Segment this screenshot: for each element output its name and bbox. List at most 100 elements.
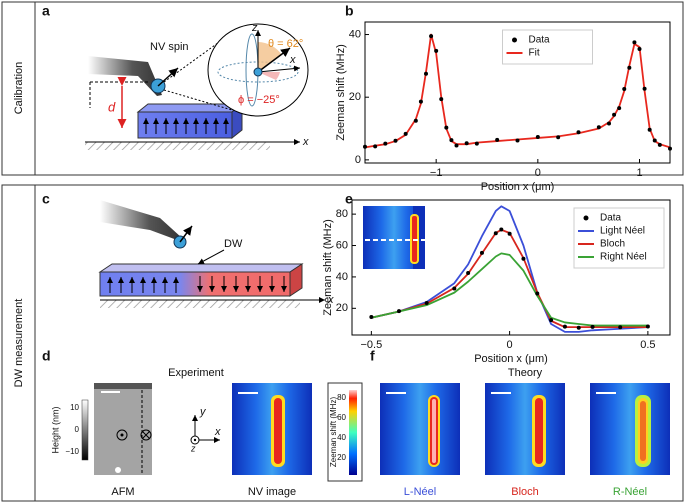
- panel-label: a: [42, 3, 50, 19]
- y-tick-label: 40: [336, 271, 348, 283]
- data-point: [424, 71, 428, 76]
- data-point: [618, 325, 623, 330]
- data-point: [647, 127, 652, 132]
- distance-label: d: [108, 99, 116, 114]
- data-point: [637, 46, 642, 51]
- nv-label: NV spin: [150, 41, 189, 53]
- data-point: [632, 40, 637, 45]
- data-point: [397, 309, 402, 314]
- data-point: [479, 250, 484, 255]
- plot-frame: [364, 21, 671, 164]
- legend-marker: [583, 215, 589, 221]
- data-point: [549, 318, 554, 323]
- theory-image: [590, 383, 670, 475]
- angle-label: ϕ = −25°: [238, 94, 280, 106]
- data-point: [418, 99, 423, 104]
- theory-image: [485, 383, 565, 475]
- section-frame: [1, 1, 684, 176]
- data-point: [612, 112, 617, 117]
- panel-label: c: [42, 191, 50, 207]
- axis-label: y: [199, 406, 207, 418]
- data-point: [393, 138, 398, 143]
- data-point: [590, 324, 595, 329]
- series-line: [371, 205, 648, 333]
- data-point: [627, 65, 632, 70]
- data-point: [617, 106, 622, 111]
- data-point: [668, 146, 672, 151]
- data-point: [507, 231, 512, 236]
- y-tick-label: 20: [349, 91, 361, 103]
- data-point: [369, 314, 374, 319]
- data-point: [657, 142, 662, 147]
- plot-frame: [351, 199, 671, 336]
- legend-label: Bloch: [600, 239, 625, 250]
- nv-image: [232, 383, 312, 475]
- panel-label: d: [42, 348, 51, 364]
- axis-label: x: [302, 136, 309, 148]
- data-point: [645, 324, 650, 329]
- section-label: Calibration: [13, 62, 25, 115]
- panel-title: Experiment: [168, 367, 224, 379]
- data-point: [576, 325, 581, 330]
- data-point: [444, 125, 449, 130]
- data-point: [596, 125, 601, 130]
- data-point: [562, 324, 567, 329]
- x-tick-label: −1: [430, 167, 443, 179]
- x-tick-label: 0.5: [640, 339, 655, 351]
- inset-image: [363, 206, 425, 269]
- panel-label: b: [345, 3, 354, 19]
- x-tick-label: 0: [535, 167, 541, 179]
- data-point: [556, 135, 561, 140]
- data-point: [464, 141, 469, 146]
- data-point: [434, 48, 439, 53]
- y-tick-label: 40: [349, 28, 361, 40]
- colorbar-tick: 80: [337, 393, 346, 402]
- data-point: [383, 141, 388, 146]
- angle-label: θ = 62°: [268, 38, 303, 50]
- y-tick-label: 20: [336, 302, 348, 314]
- y-axis-label: Zeeman shift (MHz): [322, 219, 334, 316]
- data-point: [449, 138, 454, 143]
- data-point: [424, 300, 429, 305]
- data-point: [642, 86, 647, 91]
- legend-marker: [512, 37, 517, 43]
- legend-label: Data: [529, 35, 551, 46]
- colorbar: [349, 390, 357, 475]
- axis-label: x: [289, 54, 296, 66]
- data-point: [454, 143, 459, 148]
- x-axis-label: Position x (μm): [481, 181, 555, 193]
- theory-image: [380, 383, 460, 475]
- data-point: [495, 137, 500, 142]
- data-point: [607, 121, 611, 126]
- data-point: [452, 286, 457, 291]
- colorbar-tick: 10: [70, 403, 79, 412]
- panel-title: Theory: [508, 367, 543, 379]
- colorbar-tick: 20: [337, 453, 346, 462]
- colorbar-tick: −10: [65, 447, 79, 456]
- series-line: [364, 33, 671, 149]
- data-point: [493, 231, 498, 236]
- axes-icon: [190, 415, 220, 445]
- legend-label: Data: [600, 213, 622, 224]
- data-point: [515, 138, 520, 143]
- image-label: R-Néel: [613, 486, 647, 498]
- x-tick-label: 1: [636, 167, 642, 179]
- data-point: [373, 144, 378, 149]
- axis-label: z: [190, 443, 196, 453]
- colorbar-tick: 0: [75, 425, 80, 434]
- data-point: [535, 134, 540, 139]
- dw-label: DW: [224, 238, 243, 250]
- series-line: [371, 252, 648, 327]
- data-point: [499, 227, 504, 232]
- legend-box: [502, 29, 593, 65]
- image-label: L-Néel: [404, 486, 436, 498]
- panel-a-drawing: [85, 23, 309, 150]
- image-label: NV image: [248, 486, 296, 498]
- y-tick-label: 0: [355, 154, 361, 166]
- data-point: [652, 138, 657, 143]
- colorbar-tick: 40: [337, 433, 346, 442]
- data-point: [535, 291, 540, 296]
- panel-label: e: [345, 191, 353, 207]
- axis-label: x: [327, 294, 334, 306]
